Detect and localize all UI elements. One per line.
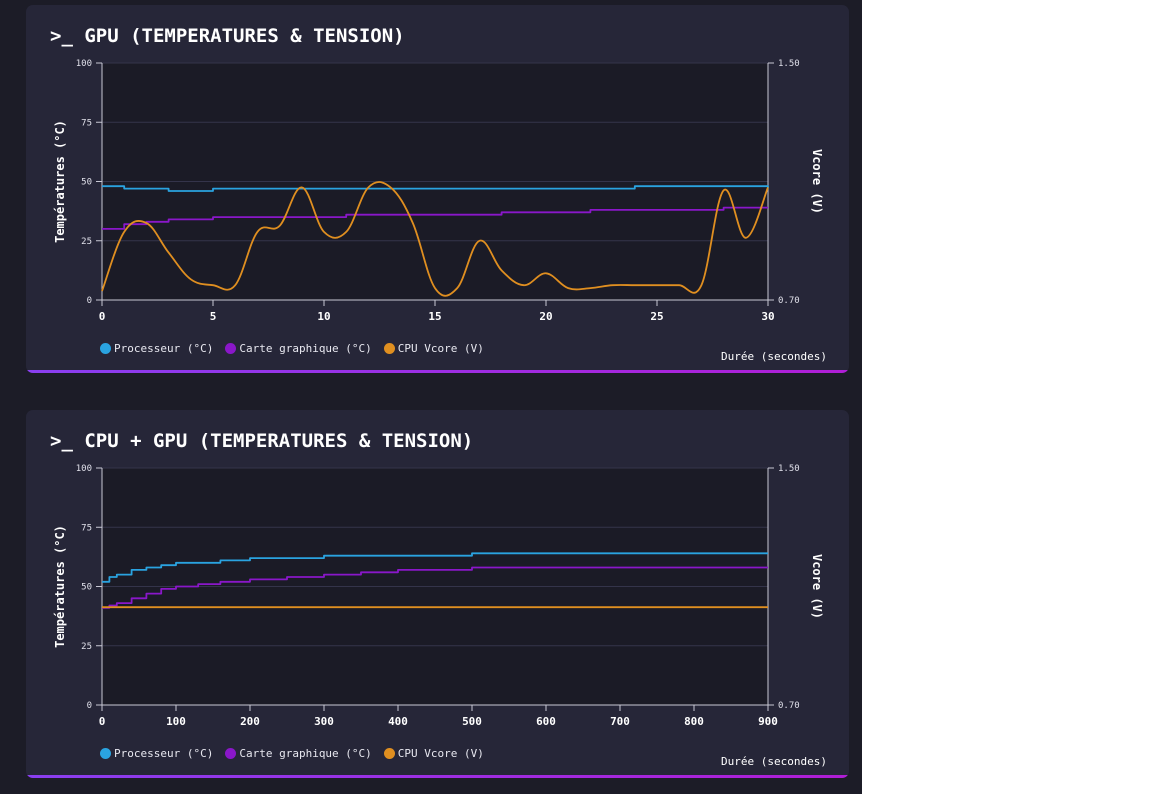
gpu-color-dot [225,748,237,759]
x-tick-label: 0 [99,715,106,728]
processor-color-dot [100,748,111,759]
gpu-chart-legend: Processeur (°C) Carte graphique (°C) CPU… [100,342,496,355]
x-tick-label: 30 [761,310,774,323]
y2-tick-label: 0.70 [778,296,800,306]
gpu-chart-title: >_ GPU (TEMPERATURES & TENSION) [50,25,405,47]
y-axis-title: Températures (°C) [53,525,67,648]
y-axis-title: Températures (°C) [53,120,67,243]
legend-label: CPU Vcore (V) [397,342,484,355]
legend-item-vcore[interactable]: CPU Vcore (V) [383,747,484,760]
legend-item-gpu[interactable]: Carte graphique (°C) [225,342,372,355]
y-tick-label: 0 [87,296,92,306]
gpu-series-line [102,206,768,230]
y2-tick-label: 1.50 [778,59,800,69]
y-tick-label: 0 [87,701,92,711]
x-tick-label: 400 [388,715,408,728]
x-tick-label: 500 [462,715,482,728]
x-tick-label: 300 [314,715,334,728]
legend-item-processor[interactable]: Processeur (°C) [100,342,213,355]
vcore-series-line [101,181,769,297]
x-tick-label: 10 [317,310,330,323]
card-accent-bar [26,370,849,373]
legend-label: Carte graphique (°C) [239,747,372,760]
legend-label: CPU Vcore (V) [397,747,484,760]
x-tick-label: 25 [650,310,663,323]
legend-item-vcore[interactable]: CPU Vcore (V) [383,342,484,355]
x-tick-label: 5 [210,310,217,323]
legend-label: Processeur (°C) [114,342,214,355]
y-tick-label: 75 [81,523,92,533]
legend-item-processor[interactable]: Processeur (°C) [100,747,213,760]
y2-tick-label: 1.50 [778,464,800,474]
vcore-color-dot [383,748,395,759]
x-tick-label: 20 [539,310,552,323]
y-tick-label: 75 [81,118,92,128]
x-tick-label: 15 [428,310,441,323]
cpu-gpu-chart-title: >_ CPU + GPU (TEMPERATURES & TENSION) [50,430,474,452]
gpu-color-dot [225,343,237,354]
x-axis-title: Durée (secondes) [721,350,827,363]
y-tick-label: 50 [81,583,92,593]
y-tick-label: 100 [76,464,92,474]
legend-label: Processeur (°C) [114,747,214,760]
x-tick-label: 200 [240,715,260,728]
y-tick-label: 100 [76,59,92,69]
x-tick-label: 700 [610,715,630,728]
processor-color-dot [100,343,111,354]
y-tick-label: 25 [81,642,92,652]
cpu-gpu-chart-svg: 0 25 50 75 100 0.70 1.50 0 100 200 300 400 500 600 700… [53,464,824,728]
gpu-chart-card: >_ GPU (TEMPERATURES & TENSION) 0 25 50 75 1… [26,5,849,373]
y2-axis-title: Vcore (V) [810,149,824,214]
x-tick-label: 100 [166,715,186,728]
x-axis-title: Durée (secondes) [721,755,827,768]
legend-label: Carte graphique (°C) [239,342,372,355]
cpu-gpu-chart-legend: Processeur (°C) Carte graphique (°C) CPU… [100,747,496,760]
gpu-series-line [102,566,768,609]
x-tick-label: 0 [99,310,106,323]
y2-tick-label: 0.70 [778,701,800,711]
gpu-chart-svg: 0 25 50 75 100 0.70 1.50 0 5 10 15 20 25 30 Températur… [53,59,824,323]
x-tick-label: 900 [758,715,778,728]
y-tick-label: 50 [81,178,92,188]
x-tick-label: 800 [684,715,704,728]
y2-axis-title: Vcore (V) [810,554,824,619]
cpu-gpu-chart-card: >_ CPU + GPU (TEMPERATURES & TENSION) 0 2… [26,410,849,778]
processor-series-line [102,552,768,583]
card-accent-bar [26,775,849,778]
y-tick-label: 25 [81,237,92,247]
x-tick-label: 600 [536,715,556,728]
legend-item-gpu[interactable]: Carte graphique (°C) [225,747,372,760]
vcore-color-dot [383,343,395,354]
processor-series-line [102,185,769,192]
